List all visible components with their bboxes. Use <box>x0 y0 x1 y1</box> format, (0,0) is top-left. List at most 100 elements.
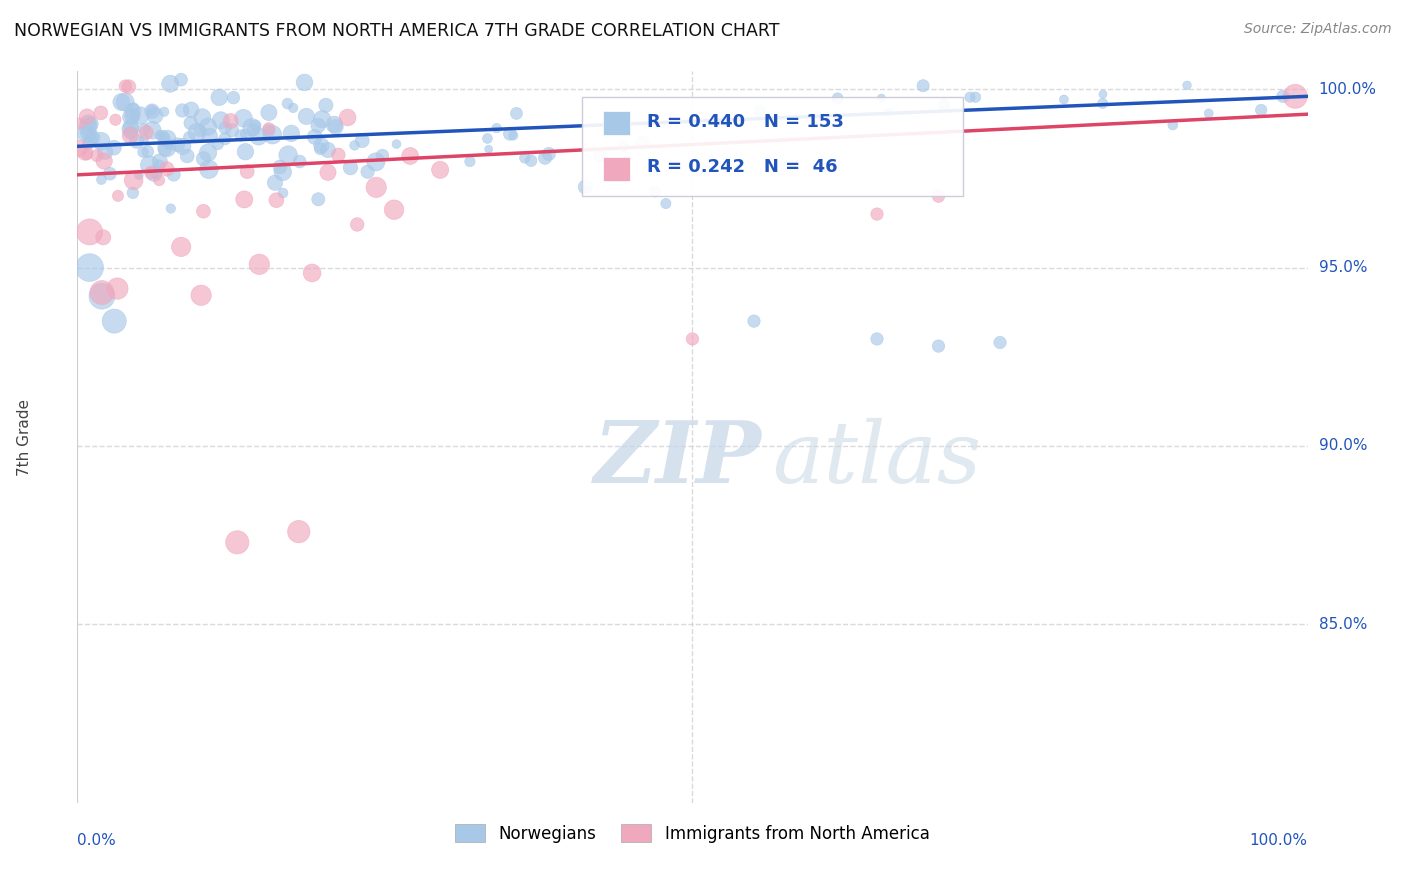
Point <box>94 145 117 159</box>
Point <box>269 160 291 174</box>
Point <box>534 151 557 165</box>
Point <box>120 126 142 140</box>
Point <box>77 127 100 141</box>
Point <box>247 129 270 144</box>
Point <box>121 109 143 123</box>
Point <box>103 314 125 328</box>
Point <box>176 149 198 163</box>
Point <box>323 118 346 132</box>
Point <box>1284 89 1306 103</box>
Point <box>141 123 163 137</box>
Point <box>104 112 127 127</box>
Point <box>156 161 179 176</box>
Point <box>1198 106 1220 120</box>
Point <box>219 114 242 128</box>
Point <box>190 288 212 302</box>
Point <box>827 91 849 105</box>
Point <box>429 162 451 177</box>
Text: 95.0%: 95.0% <box>1319 260 1367 275</box>
Point <box>631 136 654 150</box>
Point <box>86 148 108 162</box>
Point <box>80 117 103 131</box>
Point <box>132 122 155 136</box>
Point <box>311 112 333 127</box>
Point <box>233 193 256 207</box>
Point <box>1091 96 1114 111</box>
Point <box>311 138 333 153</box>
Point <box>499 127 522 141</box>
Point <box>233 127 256 141</box>
Point <box>866 207 889 221</box>
Text: Source: ZipAtlas.com: Source: ZipAtlas.com <box>1244 22 1392 37</box>
Point <box>364 155 387 169</box>
Point <box>153 104 176 119</box>
Point <box>870 91 893 105</box>
Text: R = 0.242   N =  46: R = 0.242 N = 46 <box>647 159 838 177</box>
Point <box>988 335 1011 350</box>
Point <box>153 131 176 145</box>
Point <box>513 151 536 165</box>
Point <box>232 112 254 126</box>
Point <box>122 173 145 187</box>
Point <box>148 173 170 187</box>
Point <box>193 204 215 219</box>
Point <box>478 142 501 156</box>
Point <box>644 185 666 199</box>
Point <box>75 127 97 141</box>
Point <box>110 95 132 109</box>
Point <box>166 137 188 152</box>
Point <box>366 180 388 194</box>
Point <box>90 106 112 120</box>
Point <box>77 115 100 129</box>
Point <box>76 110 98 124</box>
Point <box>325 120 347 134</box>
Point <box>245 119 267 133</box>
Point <box>682 332 704 346</box>
Point <box>120 110 142 124</box>
Point <box>742 314 765 328</box>
Point <box>198 162 221 177</box>
Text: 90.0%: 90.0% <box>1319 439 1367 453</box>
Point <box>1175 78 1198 93</box>
Point <box>928 339 950 353</box>
Point <box>574 180 596 194</box>
Point <box>502 128 524 143</box>
Point <box>262 128 284 142</box>
Point <box>120 128 142 143</box>
Point <box>197 145 219 160</box>
Point <box>214 132 236 146</box>
Point <box>301 266 323 280</box>
Point <box>120 120 142 134</box>
Point <box>346 218 368 232</box>
Point <box>143 109 166 123</box>
Point <box>236 164 259 178</box>
Point <box>294 75 316 89</box>
Point <box>257 105 280 120</box>
Point <box>103 141 125 155</box>
Point <box>288 154 311 169</box>
Point <box>107 189 129 203</box>
Point <box>399 149 422 163</box>
Point <box>91 230 114 244</box>
Point <box>458 154 481 169</box>
Text: R = 0.440   N = 153: R = 0.440 N = 153 <box>647 112 844 130</box>
Point <box>214 120 236 135</box>
Point <box>197 120 219 134</box>
Point <box>1250 103 1272 117</box>
Point <box>240 120 263 135</box>
Point <box>316 143 339 157</box>
Point <box>148 158 170 172</box>
Point <box>655 196 678 211</box>
Point <box>170 240 193 254</box>
Point <box>138 158 160 172</box>
Point <box>82 130 104 145</box>
Point <box>612 139 634 153</box>
Point <box>152 129 174 144</box>
Point <box>271 165 294 179</box>
Text: 7th Grade: 7th Grade <box>17 399 32 475</box>
Point <box>90 285 114 300</box>
Legend: Norwegians, Immigrants from North America: Norwegians, Immigrants from North Americ… <box>449 818 936 849</box>
Point <box>257 121 280 136</box>
Point <box>537 147 560 161</box>
Text: 0.0%: 0.0% <box>77 833 117 848</box>
